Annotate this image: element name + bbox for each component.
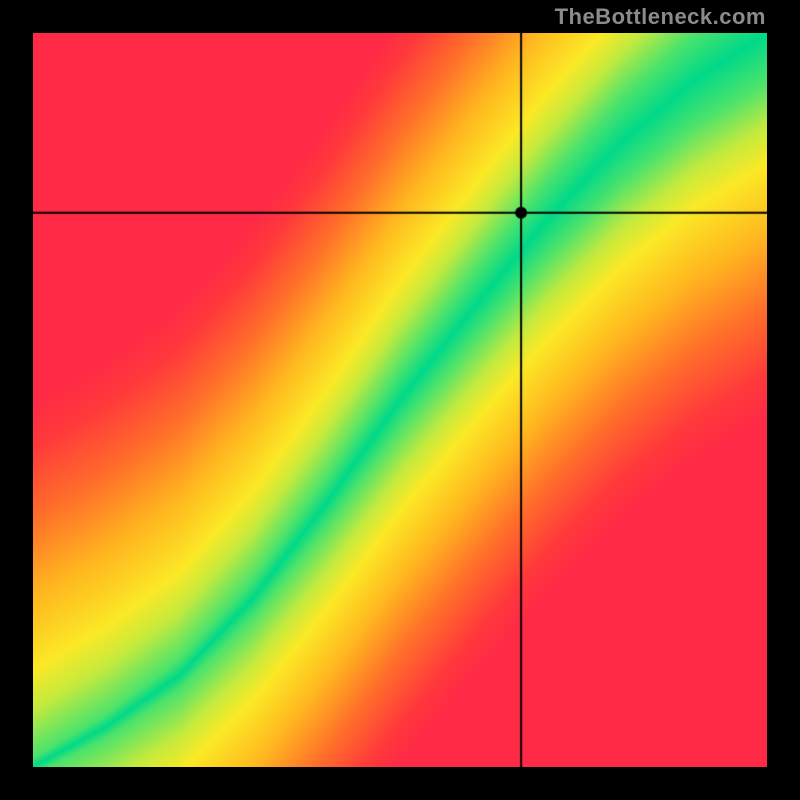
- crosshair-overlay: [0, 0, 800, 800]
